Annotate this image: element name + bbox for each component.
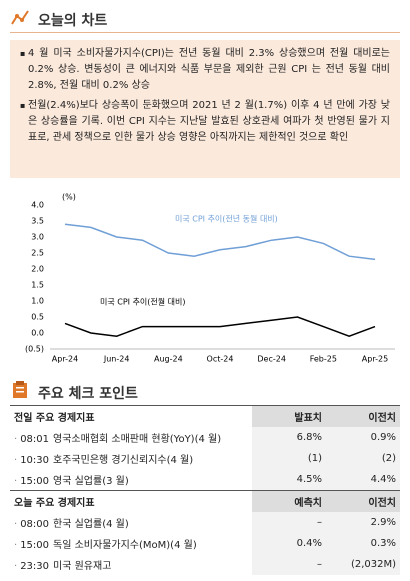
time: 08:01 [20, 434, 50, 445]
series-label: 미국 CPI 추이(전월 대비) [100, 297, 186, 307]
y-tick-label: 1.0 [31, 297, 44, 306]
time: 10:30 [20, 455, 50, 466]
chart: (%) 4.0 3.5 3.0 2.5 2.0 1.5 1.0 0.5 0.0 (0.5) Apr-… [25, 193, 395, 364]
item-cell: · 08:00 한국 실업률(4 월) [10, 512, 252, 533]
x-tick-label: Aug-24 [154, 355, 183, 364]
x-tick-label: Apr-24 [52, 355, 78, 364]
indicator-table: 전일 주요 경제지표 발표치 이전치 · 08:01 영국소매협회 소매판매 현황(YoY… [10, 405, 400, 490]
value-cell: (2) [326, 448, 400, 469]
y-tick-label: (0.5) [25, 345, 44, 354]
bullet: · [14, 476, 18, 487]
item: 독일 소비자물가지수(MoM)(4 월) [53, 540, 197, 551]
table-row: · 15:00 영국 실업률(3 월) 4.5% 4.4% [10, 469, 400, 490]
divider [10, 32, 400, 33]
x-tick-label: Feb-25 [310, 355, 337, 364]
value-cell: 0.9% [326, 427, 400, 448]
value-cell: 4.5% [252, 469, 326, 490]
header-title: 오늘의 차트 [38, 13, 108, 29]
item-cell: · 10:30 호주국민은행 경기신뢰지수(4 월) [10, 448, 252, 469]
bullet: 전월(2.4%)보다 상승폭이 둔화했으며 2021 년 2 월(1.7%) 이… [20, 98, 390, 146]
y-tick-label: 0.5 [31, 313, 44, 322]
y-axis-label: (%) [62, 193, 76, 202]
value-cell: 0.4% [252, 533, 326, 554]
table-header: 오늘 주요 경제지표 예측치 이전치 [10, 490, 400, 512]
item: 미국 원유재고 [53, 561, 112, 572]
value-cell: – [252, 512, 326, 533]
y-tick-label: 4.0 [31, 201, 44, 210]
item-cell: · 08:01 영국소매협회 소매판매 현황(YoY)(4 월) [10, 427, 252, 448]
y-tick-label: 0.0 [31, 329, 44, 338]
x-tick-label: Jun-24 [103, 355, 130, 364]
series-line [64, 316, 376, 338]
time: 15:00 [20, 540, 50, 551]
column-header: 이전치 [326, 490, 400, 512]
value-cell: (1) [252, 448, 326, 469]
value-cell: 2.9% [326, 512, 400, 533]
table-row: · 08:00 한국 실업률(4 월) –2.9% [10, 512, 400, 533]
item: 영국소매협회 소매판매 현황(YoY)(4 월) [53, 434, 222, 445]
item-cell: · 15:00 독일 소비자물가지수(MoM)(4 월) [10, 533, 252, 554]
table-row: · 08:01 영국소매협회 소매판매 현황(YoY)(4 월) 6.8% 0.9% [10, 427, 400, 448]
check-icon [13, 381, 27, 398]
time: 08:00 [20, 519, 50, 530]
chart-icon [11, 10, 29, 25]
time: 23:30 [20, 561, 50, 572]
x-tick-label: Apr-25 [362, 355, 388, 364]
y-tick-label: 3.0 [31, 233, 44, 242]
bullet: · [14, 519, 18, 530]
table-row: · 15:00 독일 소비자물가지수(MoM)(4 월) 0.4% 0.3% [10, 533, 400, 554]
time: 15:00 [20, 476, 50, 487]
y-tick-label: 1.5 [31, 281, 44, 290]
item: 한국 실업률(4 월) [53, 519, 129, 530]
table-row: · 10:30 호주국민은행 경기신뢰지수(4 월) (1) (2) [10, 448, 400, 469]
bullet: 4 월 미국 소비자물가지수(CPI)는 전년 동월 대비 2.3% 상승했으며… [20, 46, 390, 94]
y-tick-label: 2.5 [31, 249, 44, 258]
table-header: 전일 주요 경제지표 발표치 이전치 [10, 405, 400, 427]
bullet: · [14, 540, 18, 551]
section-title: 주요 체크 포인트 [38, 386, 138, 402]
x-tick-label: Oct-24 [207, 355, 234, 364]
column-header: 이전치 [326, 405, 400, 427]
value-cell: – [252, 554, 326, 575]
bullet: · [14, 561, 18, 572]
table-row: · 23:30 미국 원유재고 – (2,032M) [10, 554, 400, 575]
value-cell: 0.3% [326, 533, 400, 554]
bullet: · [14, 434, 18, 445]
item: 호주국민은행 경기신뢰지수(4 월) [53, 455, 194, 466]
table-title: 오늘 주요 경제지표 [10, 490, 252, 512]
y-tick-label: 2.0 [31, 265, 44, 274]
indicator-table: 오늘 주요 경제지표 예측치 이전치 · 08:00 한국 실업률(4 월) –2.9% · 1… [10, 490, 400, 575]
item-cell: · 23:30 미국 원유재고 [10, 554, 252, 575]
series-line [64, 223, 376, 261]
value-cell: 6.8% [252, 427, 326, 448]
column-header: 발표치 [252, 405, 326, 427]
column-header: 예측치 [252, 490, 326, 512]
series-label: 미국 CPI 추이(전년 동월 대비) [175, 214, 278, 224]
item-cell: · 15:00 영국 실업률(3 월) [10, 469, 252, 490]
value-cell: (2,032M) [326, 554, 400, 575]
table-title: 전일 주요 경제지표 [10, 405, 252, 427]
bullet: · [14, 455, 18, 466]
y-tick-label: 3.5 [31, 217, 44, 226]
x-tick-label: Dec-24 [257, 355, 286, 364]
summary-box: 4 월 미국 소비자물가지수(CPI)는 전년 동월 대비 2.3% 상승했으며… [10, 40, 400, 178]
item: 영국 실업률(3 월) [53, 476, 129, 487]
value-cell: 4.4% [326, 469, 400, 490]
